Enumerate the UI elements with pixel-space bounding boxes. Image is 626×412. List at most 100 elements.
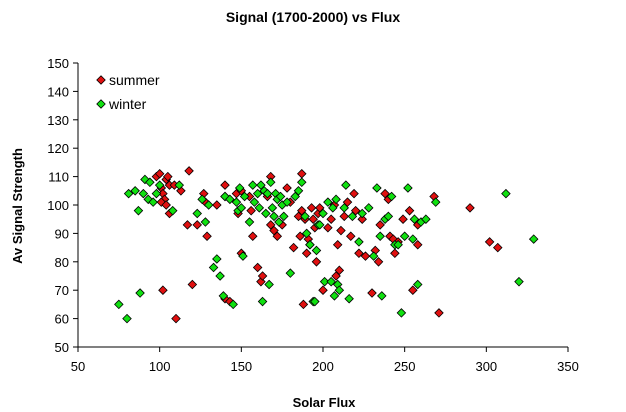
summer-point (334, 265, 345, 276)
winter-point (375, 231, 385, 242)
summer-point (323, 222, 333, 233)
winter-point (311, 245, 322, 256)
y-axis-title: Av Signal Strength (10, 148, 25, 264)
winter-point (310, 296, 320, 307)
winter-point (368, 251, 379, 261)
winter-point (122, 313, 132, 324)
x-axis-title: Solar Flux (293, 395, 357, 410)
winter-point (300, 211, 310, 222)
summer-point (493, 242, 503, 253)
legend-label-winter: winter (108, 96, 147, 112)
axes: 50 60 70 80 90 100 110 120 130 140 150 50 100 150 200 2… (47, 56, 579, 374)
winter-point (265, 177, 276, 188)
winter-point (421, 214, 431, 224)
summer-point (257, 271, 268, 281)
winter-point (354, 237, 364, 247)
legend-marker-summer (96, 75, 106, 85)
winter-point (403, 183, 413, 193)
summer-point (398, 214, 408, 224)
winter-point (218, 291, 229, 301)
data-points (114, 166, 539, 324)
y-tick-label: 60 (55, 312, 69, 327)
x-tick-label: 250 (394, 359, 416, 374)
winter-point (326, 276, 336, 287)
summer-point (282, 183, 292, 193)
summer-point (184, 166, 194, 176)
summer-point (220, 180, 230, 190)
winter-point (331, 194, 341, 205)
winter-point (386, 191, 397, 202)
winter-point (383, 211, 394, 222)
summer-point (306, 203, 317, 213)
winter-point (399, 231, 410, 242)
summer-point (354, 248, 364, 259)
winter-point (264, 279, 274, 290)
y-tick-label: 90 (55, 226, 69, 241)
winter-point (203, 200, 214, 210)
winter-point (154, 180, 165, 190)
winter-point (238, 251, 248, 261)
winter-point (377, 291, 387, 301)
winter-point (344, 293, 354, 304)
summer-point (308, 214, 318, 224)
winter-point (396, 308, 407, 318)
summer-point (367, 288, 377, 298)
legend-label-summer: summer (109, 72, 160, 88)
summer-point (301, 248, 312, 259)
chart-title: Signal (1700-2000) vs Flux (226, 9, 401, 25)
y-tick-label: 120 (47, 141, 69, 156)
winter-point (200, 217, 211, 227)
winter-point (257, 296, 268, 307)
summer-point (272, 231, 283, 242)
winter-point (339, 203, 349, 213)
y-tick-label: 80 (55, 255, 69, 270)
x-tick-label: 350 (557, 359, 579, 374)
summer-point (346, 231, 356, 242)
winter-point (114, 299, 124, 310)
legend-marker-winter (96, 99, 106, 109)
x-tick-label: 300 (475, 359, 497, 374)
summer-point (246, 205, 256, 216)
winter-point (212, 254, 222, 264)
x-tick-label: 100 (149, 359, 171, 374)
winter-point (393, 239, 403, 250)
winter-point (192, 208, 202, 219)
winter-point (244, 217, 255, 227)
y-tick-label: 50 (55, 340, 69, 355)
winter-point (267, 203, 278, 213)
summer-point (408, 285, 418, 295)
winter-point (274, 217, 284, 227)
winter-point (363, 203, 374, 213)
winter-point (275, 191, 286, 202)
winter-point (234, 183, 245, 193)
winter-point (228, 299, 238, 310)
summer-point (311, 257, 322, 267)
winter-point (282, 197, 292, 207)
winter-point (297, 177, 307, 188)
winter-point (329, 291, 340, 301)
summer-point (332, 239, 343, 250)
summer-point (182, 220, 193, 230)
winter-point (249, 197, 260, 207)
winter-point (514, 276, 524, 287)
summer-point (375, 220, 385, 230)
x-tick-label: 200 (312, 359, 334, 374)
winter-point (301, 228, 312, 239)
summer-point (326, 214, 336, 224)
winter-point (412, 279, 423, 290)
winter-point (279, 211, 289, 222)
winter-point (314, 220, 325, 230)
winter-point (231, 197, 242, 207)
summer-point (339, 211, 349, 222)
winter-point (239, 191, 250, 202)
winter-point (174, 180, 185, 190)
winter-point (528, 234, 539, 244)
summer-point (163, 171, 173, 182)
y-tick-label: 140 (47, 84, 69, 99)
summer-point (373, 257, 384, 267)
summer-point (297, 168, 307, 179)
summer-point (357, 214, 367, 224)
winter-point (347, 211, 358, 222)
winter-point (138, 188, 149, 199)
summer-point (248, 231, 258, 242)
